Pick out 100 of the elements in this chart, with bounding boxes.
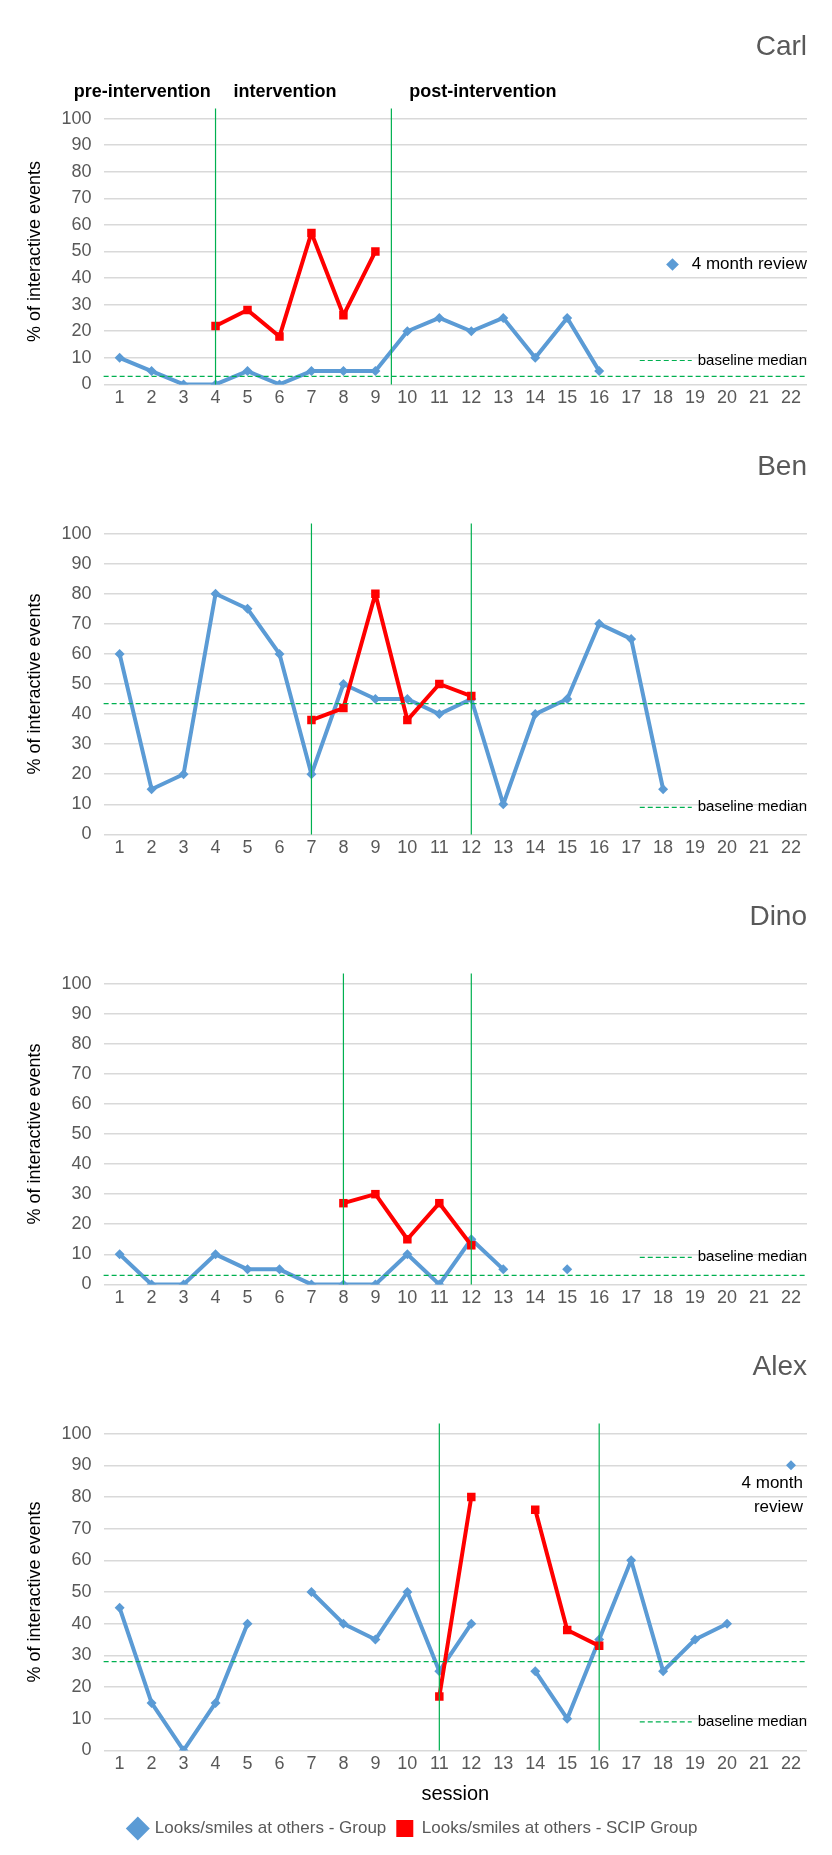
x-tick-label: 14 bbox=[525, 1287, 546, 1308]
y-tick-label: 70 bbox=[71, 612, 92, 633]
point bbox=[242, 366, 253, 377]
x-tick-label: 17 bbox=[621, 1287, 642, 1308]
point bbox=[530, 1666, 541, 1677]
point bbox=[274, 648, 285, 659]
point bbox=[114, 648, 125, 659]
x-tick-label: 4 bbox=[210, 837, 221, 858]
y-tick-label: 50 bbox=[71, 1580, 92, 1601]
point bbox=[594, 618, 605, 629]
x-tick-label: 19 bbox=[685, 387, 706, 408]
point bbox=[530, 352, 541, 363]
y-tick-label: 20 bbox=[71, 1213, 92, 1234]
y-axis-title: % of interactive events bbox=[23, 160, 44, 343]
x-tick-label: 10 bbox=[397, 1287, 418, 1308]
point bbox=[562, 694, 573, 705]
x-tick-label: 13 bbox=[493, 837, 514, 858]
point bbox=[243, 305, 252, 315]
point bbox=[435, 1198, 444, 1208]
point bbox=[498, 312, 509, 323]
x-tick-label: 21 bbox=[749, 1287, 770, 1308]
x-tick-label: 21 bbox=[749, 837, 770, 858]
x-tick-label: 10 bbox=[397, 837, 418, 858]
y-tick-label: 60 bbox=[71, 642, 92, 663]
legend-label: Looks/smiles at others - SCIP Group bbox=[421, 1818, 698, 1838]
point bbox=[114, 1602, 125, 1613]
x-tick-label: 1 bbox=[114, 1753, 125, 1774]
x-tick-label: 16 bbox=[589, 1287, 610, 1308]
point bbox=[146, 1697, 157, 1708]
point bbox=[242, 1618, 253, 1629]
x-tick-label: 10 bbox=[397, 1753, 418, 1774]
y-axis-title: % of interactive events bbox=[23, 1043, 44, 1225]
x-tick-label: 19 bbox=[685, 837, 706, 858]
point bbox=[370, 1634, 381, 1645]
x-tick-label: 6 bbox=[274, 837, 285, 858]
y-tick-label: 70 bbox=[71, 1062, 92, 1083]
legend-label: baseline median bbox=[697, 350, 808, 368]
y-tick-label: 60 bbox=[71, 1092, 92, 1113]
x-tick-label: 12 bbox=[461, 1753, 482, 1774]
y-tick-label: 40 bbox=[71, 1153, 92, 1174]
y-tick-label: 50 bbox=[71, 1122, 92, 1143]
x-tick-label: 3 bbox=[178, 837, 189, 858]
x-tick-label: 8 bbox=[338, 387, 349, 408]
x-tick-label: 3 bbox=[178, 1287, 189, 1308]
point bbox=[562, 1264, 573, 1275]
point bbox=[690, 1634, 701, 1645]
x-tick-label: 17 bbox=[621, 387, 642, 408]
y-tick-label: 100 bbox=[61, 1422, 92, 1443]
y-tick-label: 10 bbox=[71, 1707, 92, 1728]
x-tick-label: 9 bbox=[370, 1753, 381, 1774]
point bbox=[178, 769, 189, 780]
point bbox=[402, 326, 413, 337]
x-tick-label: 21 bbox=[749, 387, 770, 408]
x-tick-label: 5 bbox=[242, 837, 253, 858]
y-tick-label: 90 bbox=[71, 1002, 92, 1023]
y-tick-label: 40 bbox=[71, 1612, 92, 1633]
y-tick-label: 60 bbox=[71, 213, 92, 234]
x-tick-label: 15 bbox=[557, 1753, 578, 1774]
y-tick-label: 80 bbox=[71, 1032, 92, 1053]
point bbox=[339, 311, 348, 320]
y-tick-label: 30 bbox=[71, 1183, 92, 1204]
x-tick-label: 6 bbox=[274, 387, 285, 408]
x-tick-label: 8 bbox=[338, 837, 349, 858]
y-tick-label: 80 bbox=[71, 582, 92, 603]
chart-title: Ben bbox=[757, 449, 807, 481]
x-tick-label: 8 bbox=[338, 1287, 349, 1308]
y-tick-label: 30 bbox=[71, 1644, 92, 1665]
x-tick-label: 7 bbox=[306, 1753, 317, 1774]
x-tick-label: 4 bbox=[210, 1753, 221, 1774]
point bbox=[403, 1235, 412, 1244]
point bbox=[339, 703, 348, 713]
x-tick-label: 20 bbox=[717, 387, 738, 408]
point bbox=[371, 1189, 380, 1199]
y-tick-label: 20 bbox=[71, 1676, 92, 1697]
legend-label: baseline median bbox=[697, 797, 808, 815]
point bbox=[371, 589, 380, 598]
point bbox=[434, 312, 445, 323]
point bbox=[114, 1249, 125, 1260]
x-tick-label: 15 bbox=[557, 387, 578, 408]
x-tick-label: 5 bbox=[242, 1753, 253, 1774]
point bbox=[466, 1618, 477, 1629]
x-tick-label: 9 bbox=[370, 837, 381, 858]
y-tick-label: 80 bbox=[71, 1485, 92, 1506]
y-tick-label: 0 bbox=[81, 373, 92, 394]
x-tick-label: 3 bbox=[178, 1753, 189, 1774]
y-tick-label: 100 bbox=[61, 107, 92, 128]
y-tick-label: 30 bbox=[71, 293, 92, 314]
point bbox=[594, 366, 605, 377]
x-tick-label: 1 bbox=[114, 837, 125, 858]
point bbox=[210, 1249, 221, 1260]
legend-label: Looks/smiles at others - Group bbox=[154, 1818, 387, 1838]
y-tick-label: 0 bbox=[81, 1273, 92, 1294]
point bbox=[338, 1618, 349, 1629]
x-tick-label: 18 bbox=[653, 1753, 674, 1774]
point bbox=[658, 784, 669, 795]
point bbox=[242, 603, 253, 614]
x-tick-label: 16 bbox=[589, 837, 610, 858]
x-tick-label: 19 bbox=[685, 1287, 706, 1308]
y-tick-label: 50 bbox=[71, 672, 92, 693]
x-tick-label: 12 bbox=[461, 1287, 482, 1308]
